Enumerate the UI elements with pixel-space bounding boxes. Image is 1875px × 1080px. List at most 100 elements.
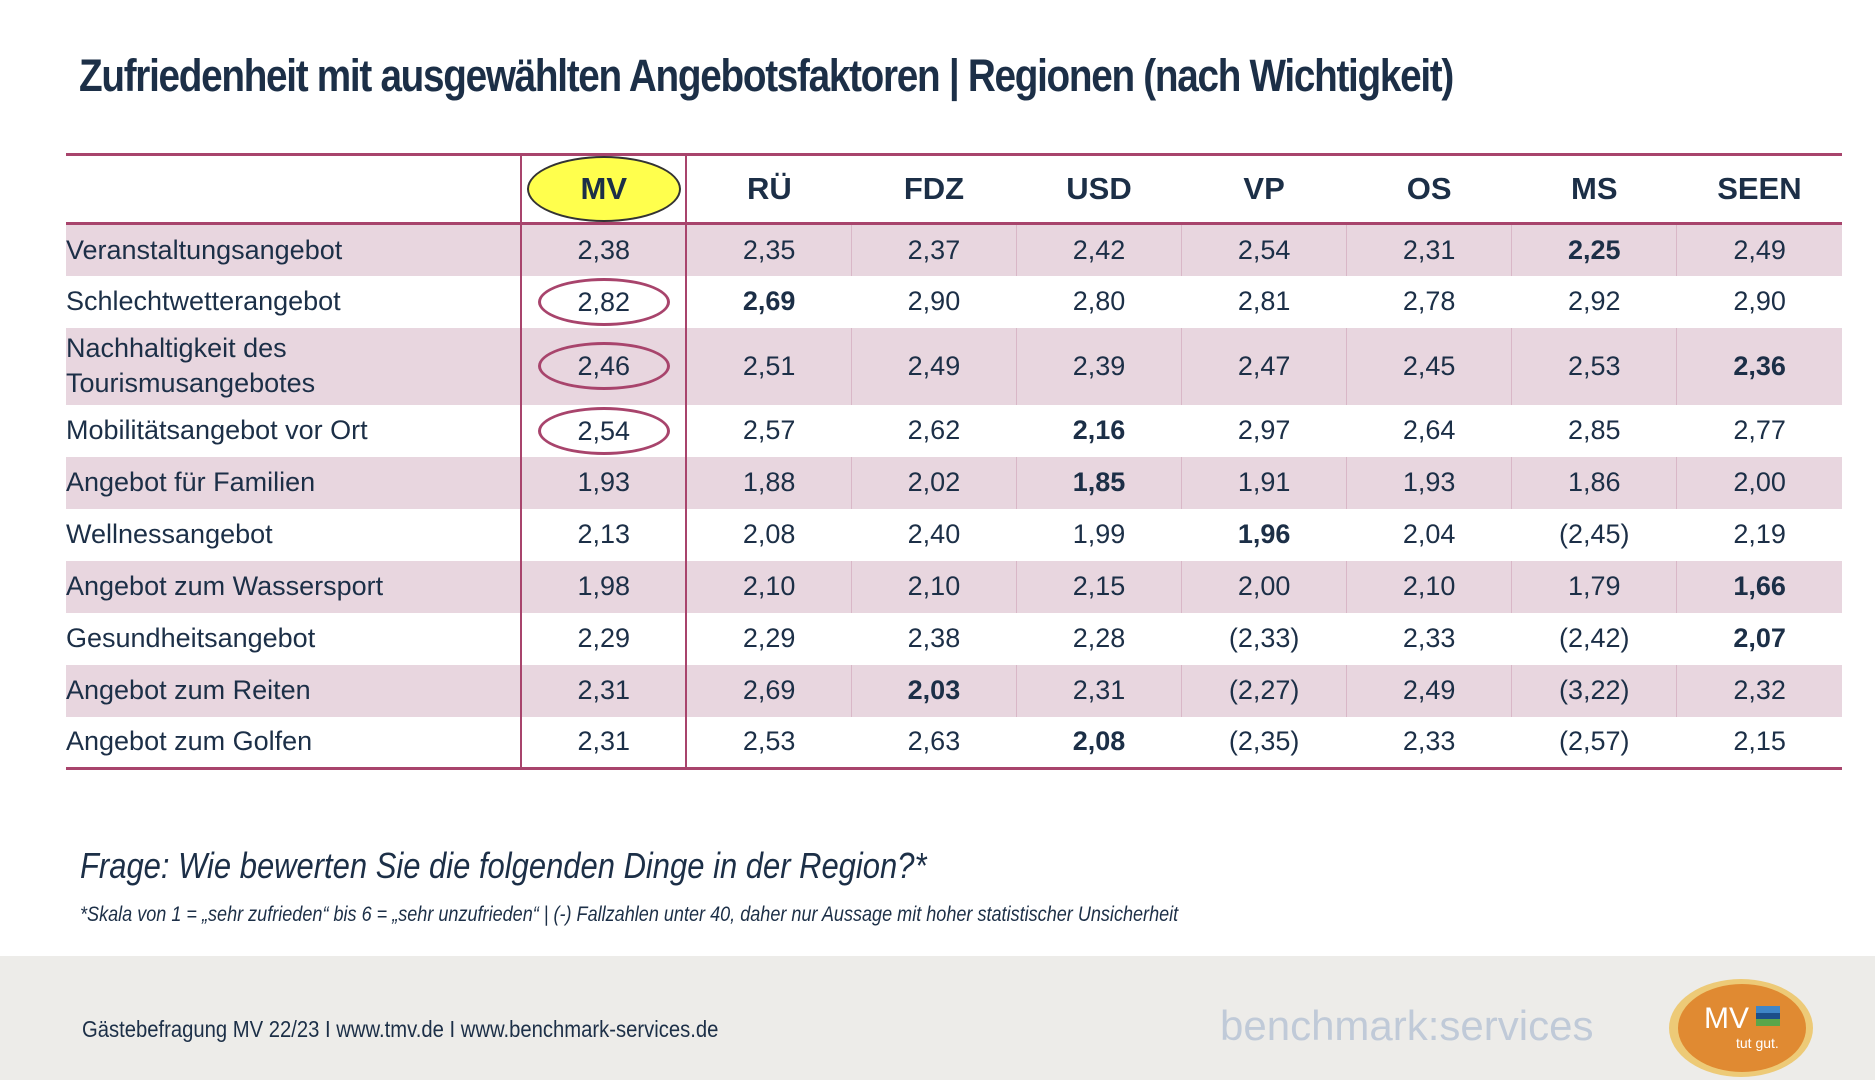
value-cell: 2,15 — [1676, 716, 1842, 769]
value-cell: 2,42 — [1015, 223, 1182, 276]
value-cell: (2,35) — [1181, 716, 1347, 769]
value-cell: 2,03 — [850, 664, 1017, 717]
row-label: Schlechtwetterangebot — [66, 286, 341, 316]
table-row: Angebot für Familien 1,93 1,88 2,02 1,85 1,91… — [66, 456, 1842, 509]
column-header-ms: MS — [1571, 171, 1618, 206]
footer-text: Gästebefragung MV 22/23 I www.tmv.de I w… — [82, 1016, 719, 1042]
header-empty — [66, 155, 521, 224]
value-cell: 1,79 — [1511, 560, 1677, 613]
column-header-os: OS — [1406, 171, 1452, 206]
row-label: Gesundheitsangebot — [66, 623, 316, 653]
footnote: *Skala von 1 = „sehr zufrieden“ bis 6 = … — [80, 903, 1179, 926]
value-cell: 2,63 — [850, 716, 1017, 769]
value-cell: 2,90 — [850, 275, 1017, 328]
value-cell: 2,39 — [1015, 327, 1182, 405]
value-cell: 1,99 — [1015, 508, 1182, 561]
table-row: Nachhaltigkeit des Tourismusangebotes 2,4… — [66, 327, 1842, 405]
value-cell: 1,96 — [1181, 508, 1347, 561]
table-row: Mobilitätsangebot vor Ort 2,54 2,57 2,62 2,1… — [66, 404, 1842, 457]
row-label: Mobilitätsangebot vor Ort — [66, 415, 368, 445]
value-cell: 2,35 — [742, 234, 796, 265]
value-cell: 2,53 — [1511, 327, 1677, 405]
value-cell: 2,31 — [520, 716, 688, 769]
row-label: Veranstaltungsangebot — [66, 234, 343, 265]
value-cell: 2,08 — [742, 519, 796, 549]
value-cell: 2,32 — [1676, 664, 1842, 717]
value-cell: 1,98 — [520, 560, 688, 613]
value-cell: 2,31 — [1346, 223, 1512, 276]
row-label: Nachhaltigkeit des Tourismusangebotes — [66, 333, 316, 398]
value-cell: 2,29 — [520, 612, 688, 665]
row-label: Angebot zum Reiten — [66, 675, 311, 705]
value-cell: 2,31 — [520, 664, 688, 717]
value-cell: 2,16 — [1015, 404, 1182, 457]
value-cell: 2,10 — [850, 560, 1017, 613]
value-cell: 2,10 — [1346, 560, 1512, 613]
row-label: Wellnessangebot — [66, 519, 273, 549]
value-cell: 2,37 — [850, 223, 1017, 276]
table-row: Veranstaltungsangebot 2,38 2,35 2,37 2,42 2,5… — [66, 223, 1842, 276]
value-cell: 1,93 — [520, 456, 688, 509]
page-title: Zufriedenheit mit ausgewählten Angebotsf… — [79, 50, 1454, 101]
value-cell: (2,45) — [1511, 508, 1677, 561]
value-cell: (2,42) — [1511, 612, 1677, 665]
value-cell: 2,28 — [1015, 612, 1182, 665]
value-cell: 2,49 — [850, 327, 1017, 405]
value-cell: 2,92 — [1511, 275, 1677, 328]
value-cell: 2,62 — [850, 404, 1017, 457]
value-cell: 2,54 — [520, 404, 688, 457]
value-cell: 2,80 — [1015, 275, 1182, 328]
value-cell: 2,38 — [520, 223, 688, 276]
table-header-row: MV RÜ FDZ USD VP OS MS SEEN — [66, 154, 1842, 224]
table-row: Gesundheitsangebot 2,29 2,29 2,38 2,28 (2,33)… — [66, 612, 1842, 665]
column-header-seen: SEEN — [1717, 171, 1802, 206]
value-cell: 2,57 — [742, 415, 796, 445]
value-cell: 1,88 — [742, 467, 796, 497]
value-cell: 2,69 — [742, 286, 796, 316]
value-cell: 2,33 — [1346, 716, 1512, 769]
value-cell: 2,54 — [1181, 223, 1347, 276]
value-cell: 2,29 — [742, 623, 796, 653]
value-cell: 2,08 — [1015, 716, 1182, 769]
value-cell: 1,86 — [1511, 456, 1677, 509]
value-cell: 2,19 — [1676, 508, 1842, 561]
question-text: Frage: Wie bewerten Sie die folgenden Di… — [80, 845, 927, 886]
value-cell: 2,49 — [1676, 223, 1842, 276]
value-cell: (2,57) — [1511, 716, 1677, 769]
row-label: Angebot zum Wassersport — [66, 571, 384, 601]
value-cell: 2,51 — [742, 350, 796, 381]
value-cell: 1,85 — [1015, 456, 1182, 509]
value-cell: 2,46 — [520, 327, 688, 405]
value-cell: 2,49 — [1346, 664, 1512, 717]
value-cell: 2,31 — [1015, 664, 1182, 717]
value-cell: 2,82 — [520, 275, 688, 328]
value-cell: 2,10 — [742, 571, 796, 601]
value-cell: (3,22) — [1511, 664, 1677, 717]
value-cell: 2,38 — [850, 612, 1017, 665]
value-cell: 2,04 — [1346, 508, 1512, 561]
value-cell: 2,45 — [1346, 327, 1512, 405]
value-cell: 2,77 — [1676, 404, 1842, 457]
mv-tut-gut-logo: MV tut gut. — [1669, 979, 1813, 1077]
table-row: Angebot zum Golfen 2,31 2,53 2,63 2,08 (2,35)… — [66, 716, 1842, 769]
column-header-rü: RÜ — [746, 171, 792, 206]
value-cell: 2,78 — [1346, 275, 1512, 328]
value-cell: 2,00 — [1676, 456, 1842, 509]
logo-mv-text: MV — [1704, 1002, 1749, 1035]
value-cell: 2,25 — [1511, 223, 1677, 276]
table-row: Angebot zum Wassersport 1,98 2,10 2,10 2,15 2… — [66, 560, 1842, 613]
satisfaction-table: MV RÜ FDZ USD VP OS MS SEEN Veranstaltungsangeb… — [66, 153, 1842, 770]
ring-marker: 2,82 — [537, 277, 670, 326]
value-cell: 1,66 — [1676, 560, 1842, 613]
value-cell: 2,36 — [1676, 327, 1842, 405]
ring-marker: 2,46 — [537, 342, 670, 390]
value-cell: 1,91 — [1181, 456, 1347, 509]
table-row: Schlechtwetterangebot 2,82 2,69 2,90 2,80 2,8… — [66, 275, 1842, 328]
value-cell: 2,07 — [1676, 612, 1842, 665]
column-header-usd: USD — [1066, 171, 1132, 206]
logo-tagline: tut gut. — [1736, 1035, 1779, 1051]
column-header-vp: VP — [1243, 171, 1285, 206]
value-cell: 2,47 — [1181, 327, 1347, 405]
column-header-fdz: FDZ — [903, 171, 965, 206]
column-header-mv: MV — [520, 154, 688, 224]
